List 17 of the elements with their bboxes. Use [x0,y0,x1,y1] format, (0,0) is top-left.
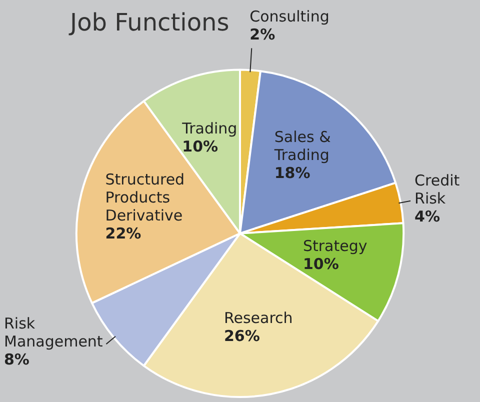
slice-label: Consulting [250,8,330,26]
slice-label: Research [224,309,293,328]
data-label: 2% [250,26,276,44]
data-label: 26% [224,327,260,346]
slice-label: Credit Risk [414,171,460,208]
slice-label: Structured Products Derivative [105,170,185,224]
data-label: 10% [302,255,339,274]
slice-label: Strategy [302,237,368,256]
data-label: 8% [4,350,30,368]
data-label: 22% [105,224,142,242]
data-label: 4% [414,207,440,226]
slice-label: Risk Management [4,314,103,350]
chart-title: Job Functions [68,8,230,37]
slice-label: Sales & Trading [273,128,332,164]
data-label: 10% [182,137,218,156]
slice-label: Trading [181,119,238,138]
data-label: 18% [274,164,310,182]
